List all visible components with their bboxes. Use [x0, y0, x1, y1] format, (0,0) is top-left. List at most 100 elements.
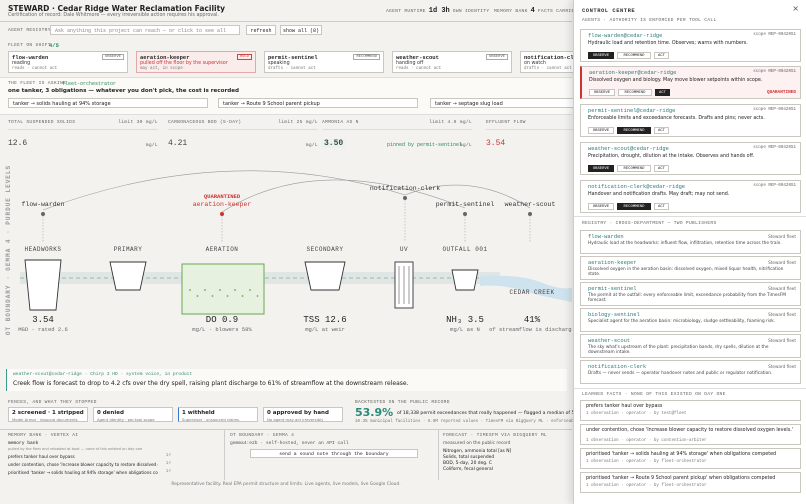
- mode-button[interactable]: RECOMMEND: [617, 203, 651, 210]
- runtime: AGENT RUNTIME 1d 3h OWN IDENTITY: [386, 7, 489, 15]
- diagram-agent: flow-warden: [22, 201, 65, 208]
- agent-desc: Handover and notification drafts. May dr…: [588, 192, 730, 197]
- fact-meta: 1 observation · operator · by fleet-orch…: [586, 484, 707, 488]
- learned-fact[interactable]: prefers tanker haul over bypass 1 observa…: [580, 400, 801, 421]
- metric-value: 3.50: [322, 139, 346, 148]
- metric-track: [486, 129, 636, 130]
- mode-button[interactable]: RECOMMEND: [617, 165, 651, 172]
- ot-button[interactable]: send a sound note through the boundary: [250, 449, 418, 458]
- panel-divider: [438, 430, 439, 480]
- fact-count: 1×: [166, 470, 172, 474]
- agent-card[interactable]: aeration-keeper@cedar-ridge scope REP-004…: [580, 66, 801, 99]
- learned-fact[interactable]: prioritised 'tanker → solids hauling at …: [580, 448, 801, 469]
- fleet-card[interactable]: weather-scout OBSERVE handing off reads · c…: [392, 51, 512, 73]
- agent-scope: reads · cannot act: [396, 67, 442, 71]
- divider: [0, 21, 572, 22]
- fleet-card[interactable]: flow-warden OBSERVE reading reads · cannot …: [8, 51, 128, 73]
- metric-label: EFFLUENT FLOW: [486, 120, 526, 125]
- search-placeholder: Ask anything this project can reach — or…: [55, 28, 227, 34]
- registry-name: flow-warden: [588, 234, 624, 240]
- agent-card[interactable]: weather-scout@cedar-ridge scope REP-00420…: [580, 142, 801, 175]
- mode-badge: OBSERVE: [486, 54, 508, 60]
- bubble: [226, 295, 229, 297]
- fact-count: 1×: [166, 454, 172, 458]
- mode-button[interactable]: ACT: [654, 127, 669, 134]
- mode-button[interactable]: OBSERVE: [589, 89, 615, 96]
- registry-item[interactable]: biology-sentinel Steward fleet Specialist …: [580, 308, 801, 332]
- stage-name: HEADWORKS: [25, 246, 62, 253]
- agent-arc: [404, 184, 531, 209]
- metric-unit: mg/L: [145, 143, 158, 148]
- stage-name: OUTFALL 001: [442, 246, 487, 253]
- metric-label: CARBONACEOUS BOD (5-DAY): [168, 120, 242, 125]
- close-button[interactable]: ×: [792, 4, 799, 13]
- fact-text: prioritised 'tanker → Route 9 School par…: [586, 476, 776, 481]
- refresh-button[interactable]: refresh: [246, 25, 276, 35]
- registry-publisher: Steward fleet: [768, 312, 796, 317]
- registry-desc: The sky what's upstream of the plant: pr…: [588, 345, 769, 355]
- diagram-agent: notification-clerk: [370, 185, 440, 192]
- bubble: [189, 289, 191, 291]
- registry-search[interactable]: Ask anything this project can reach — or…: [50, 25, 240, 35]
- mode-button[interactable]: OBSERVE: [588, 165, 614, 172]
- registry-item[interactable]: permit-sentinel Steward fleet The permit a…: [580, 282, 801, 306]
- ask-option[interactable]: tanker → solids hauling at 94% storage: [8, 98, 208, 108]
- registry-item[interactable]: weather-scout Steward fleet The sky what's…: [580, 334, 801, 358]
- fence-box: 1 withheld Supervisor · unsourced claims: [178, 407, 258, 422]
- memory-label: MEMORY BANK: [494, 9, 528, 14]
- mode-button[interactable]: ACT: [654, 52, 669, 59]
- mode-button[interactable]: OBSERVE: [588, 127, 614, 134]
- mode-button[interactable]: RECOMMEND: [617, 127, 651, 134]
- fact-count: 1×: [166, 462, 172, 466]
- registry-title: REGISTRY · CROSS-DEPARTMENT — TWO PUBLIS…: [582, 221, 717, 226]
- fence-value: 0 denied: [97, 409, 124, 416]
- learned-fact[interactable]: prioritised 'tanker → Route 9 School par…: [580, 472, 801, 493]
- agent-status: reading: [12, 61, 31, 66]
- registry-item[interactable]: aeration-keeper Steward fleet Dissolved ox…: [580, 256, 801, 280]
- registry-desc: Dissolved oxygen in the aeration basin: …: [588, 267, 784, 277]
- agents-title: AGENTS · AUTHORITY IS ENFORCED PER TOOL …: [582, 18, 717, 23]
- stage-name: UV: [400, 246, 408, 253]
- mode-button[interactable]: ACT: [655, 89, 670, 96]
- mode-button[interactable]: RECOMMEND: [618, 89, 652, 96]
- stage-name: CEDAR CREEK: [509, 289, 554, 296]
- mode-button[interactable]: OBSERVE: [588, 203, 614, 210]
- bubble: [234, 289, 236, 291]
- ask-question: one tanker, 3 obligations — whatever you…: [8, 88, 240, 94]
- agent-dot: [41, 212, 45, 216]
- ask-label: THE FLEET IS ASKING: [8, 81, 67, 86]
- agent-status: on watch: [524, 61, 546, 66]
- learned-fact[interactable]: under contention, chose 'Increase blower…: [580, 424, 801, 445]
- mode-button[interactable]: ACT: [654, 165, 669, 172]
- ask-option[interactable]: tanker → Route 9 School parent pickup: [218, 98, 418, 108]
- registry-item[interactable]: flow-warden Steward fleet Hydraulic load a…: [580, 230, 801, 254]
- forecast-title: FORECAST · TIMESFM VIA BIGQUERY ML: [443, 433, 547, 438]
- fence-value: 0 approved by hand: [267, 409, 329, 416]
- agent-arc: [221, 179, 466, 213]
- agent-status: QUARANTINED: [767, 90, 796, 95]
- agent-card[interactable]: permit-sentinel@cedar-ridge scope REP-004…: [580, 104, 801, 137]
- registry-item[interactable]: notification-clerk Steward fleet Drafts — …: [580, 360, 801, 384]
- fleet-card[interactable]: permit-sentinel RECOMMEND speaking drafts ·…: [264, 51, 384, 73]
- tank: [451, 269, 479, 291]
- bubble: [219, 289, 221, 291]
- fleet-card[interactable]: aeration-keeper HOLD pulled off the floor …: [136, 51, 256, 73]
- agent-card[interactable]: flow-warden@cedar-ridge scope REP-0042051…: [580, 29, 801, 62]
- mode-button[interactable]: ACT: [654, 203, 669, 210]
- stage-unit: MGD · rated 2.6: [18, 326, 68, 333]
- backtest-text: of 18,338 permit exceedances that really…: [397, 411, 626, 416]
- ask-option[interactable]: tanker → septage slug load: [430, 98, 580, 108]
- metric-note: pinned by permit-sentinel: [387, 142, 463, 148]
- registry-publisher: Steward fleet: [768, 286, 796, 291]
- agent-card[interactable]: notification-clerk@cedar-ridge scope REP-…: [580, 180, 801, 213]
- registry-label: AGENT REGISTRY: [8, 28, 51, 33]
- show-all-button[interactable]: show all (8): [280, 25, 322, 35]
- fence-value: 2 screened · 1 stripped: [12, 409, 84, 416]
- memory-name: memory bank: [8, 441, 39, 446]
- agent-handle: aeration-keeper@cedar-ridge: [589, 70, 677, 76]
- mode-button[interactable]: OBSERVE: [588, 52, 614, 59]
- mode-button[interactable]: RECOMMEND: [617, 52, 651, 59]
- metric-track: [8, 129, 158, 130]
- fence-note: Model Armor · inbound documents: [12, 417, 78, 422]
